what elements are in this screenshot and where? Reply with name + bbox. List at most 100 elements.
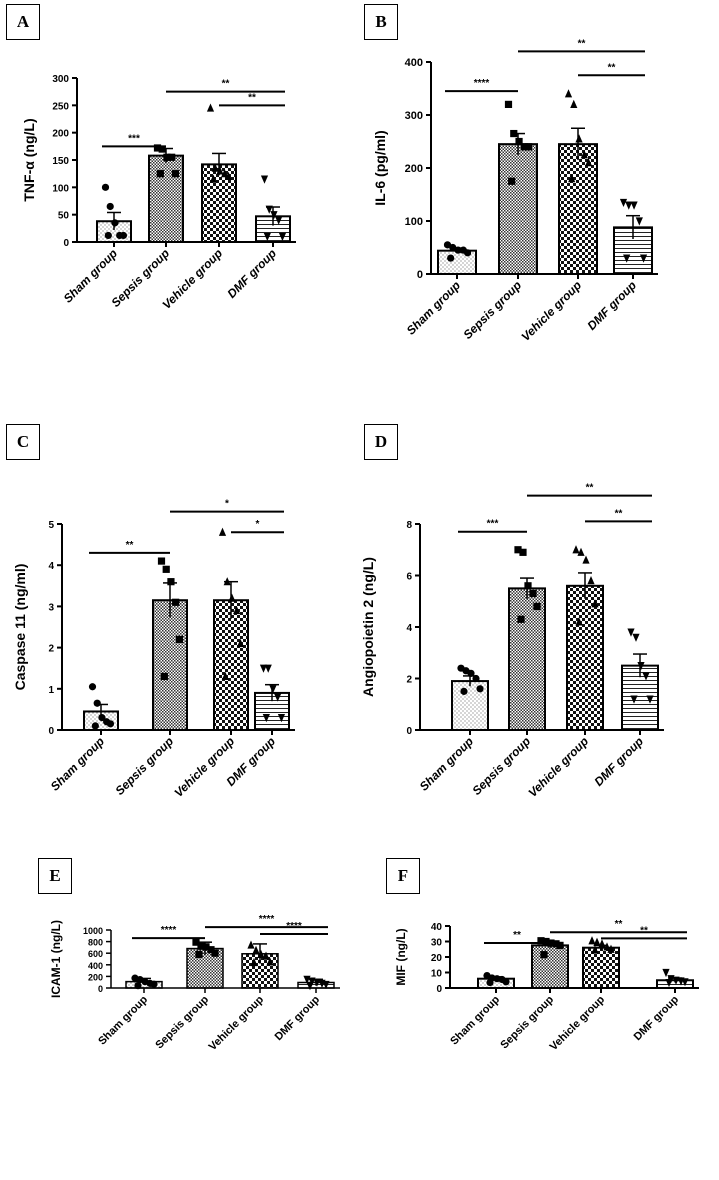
data-point: [262, 951, 270, 960]
y-tick-label: 4: [48, 561, 54, 572]
data-point: [584, 158, 593, 167]
data-point: [167, 578, 175, 586]
data-point: [98, 714, 106, 722]
y-tick-label: 30: [431, 938, 443, 949]
data-point: [209, 174, 217, 183]
data-point: [160, 672, 168, 681]
y-tick-label: 1: [48, 685, 54, 696]
panel-label-c: C: [6, 424, 40, 460]
data-point: [639, 254, 648, 263]
data-point: [88, 683, 97, 691]
y-tick-label: 100: [405, 216, 423, 228]
x-tick-label: Sham group: [448, 993, 502, 1047]
y-tick-label: 250: [52, 101, 69, 112]
data-point: [472, 674, 480, 683]
y-tick-label: 40: [431, 922, 443, 933]
y-tick-label: 200: [88, 972, 103, 982]
data-point: [197, 942, 205, 950]
panel-label-f: F: [386, 858, 420, 894]
bar-vehicle-group: [213, 599, 249, 731]
data-point: [171, 170, 180, 178]
bar-vehicle-group: [201, 163, 237, 243]
data-point: [224, 171, 233, 180]
data-point: [646, 695, 654, 704]
data-point: [270, 211, 278, 220]
x-tick-label: Vehicle group: [207, 993, 267, 1053]
y-tick-label: 300: [52, 74, 69, 85]
data-point: [564, 89, 573, 98]
data-point: [265, 205, 273, 214]
data-point: [587, 576, 595, 585]
significance-label: *: [225, 499, 229, 510]
data-point: [570, 99, 578, 108]
significance-label: ****: [286, 921, 302, 932]
significance-label: **: [222, 79, 230, 90]
y-tick-label: 10: [431, 969, 443, 980]
data-point: [269, 685, 277, 694]
data-point: [515, 137, 523, 146]
significance-label: ****: [161, 925, 177, 936]
significance-label: **: [615, 508, 623, 519]
data-point: [150, 980, 158, 988]
data-point: [681, 978, 689, 987]
significance-label: ****: [259, 914, 275, 925]
x-tick-label: Sepsis group: [469, 734, 533, 798]
data-point: [510, 129, 518, 138]
data-point: [630, 201, 638, 210]
data-point: [264, 664, 272, 673]
data-point: [172, 598, 180, 606]
data-point: [632, 633, 640, 642]
y-tick-label: 200: [52, 129, 69, 140]
x-tick-label: DMF group: [224, 246, 279, 301]
data-point: [524, 582, 532, 590]
x-tick-label: Sham group: [96, 993, 150, 1047]
data-point: [168, 153, 176, 161]
data-point: [236, 638, 245, 648]
data-point: [504, 100, 513, 108]
bar-sepsis-group: [508, 587, 546, 731]
y-tick-label: 800: [88, 938, 103, 948]
y-tick-label: 200: [405, 163, 423, 175]
y-tick-label: 600: [88, 949, 103, 959]
bar-vehicle-group: [566, 584, 604, 731]
data-point: [157, 557, 166, 565]
data-point: [635, 217, 643, 226]
y-tick-label: 20: [431, 953, 443, 964]
y-tick-label: 0: [48, 726, 54, 737]
data-point: [91, 722, 99, 730]
data-point: [195, 950, 203, 958]
data-point: [627, 628, 635, 637]
y-axis-label: TNF-α (ng/L): [21, 118, 37, 201]
data-point: [221, 169, 229, 178]
data-point: [233, 605, 241, 615]
data-point: [460, 687, 468, 695]
data-point: [119, 231, 128, 240]
y-tick-label: 100: [52, 183, 69, 194]
data-point: [625, 201, 633, 210]
significance-label: **: [586, 483, 594, 494]
data-point: [223, 577, 231, 586]
x-tick-label: Vehicle group: [171, 734, 237, 800]
y-tick-label: 0: [63, 238, 69, 249]
data-point: [192, 938, 200, 946]
bar-sepsis-group: [531, 944, 569, 989]
significance-label: *: [256, 519, 260, 530]
x-tick-label: Vehicle group: [548, 993, 608, 1053]
y-tick-label: 0: [417, 269, 423, 281]
data-point: [619, 198, 628, 208]
data-point: [552, 940, 560, 948]
data-point: [637, 662, 645, 671]
data-point: [211, 163, 219, 172]
y-axis-label: MIF (ng/L): [394, 928, 408, 985]
data-point: [275, 216, 283, 225]
data-point: [322, 980, 330, 990]
y-axis-label: IL-6 (pg/ml): [372, 130, 388, 205]
y-tick-label: 300: [405, 110, 423, 122]
data-point: [260, 175, 269, 184]
x-tick-label: Sham group: [48, 734, 107, 793]
bar-sepsis-group: [148, 154, 184, 243]
